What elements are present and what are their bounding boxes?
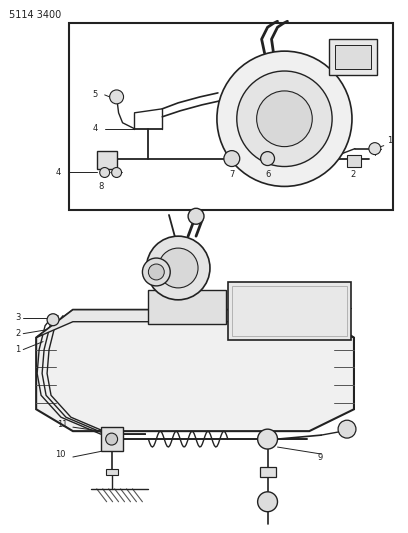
Circle shape xyxy=(237,71,332,166)
Text: 8: 8 xyxy=(98,182,103,191)
Bar xyxy=(69,23,393,211)
Polygon shape xyxy=(36,310,354,337)
Circle shape xyxy=(158,248,198,288)
Bar xyxy=(347,155,361,166)
Bar xyxy=(101,427,122,451)
Circle shape xyxy=(257,492,277,512)
Circle shape xyxy=(338,420,356,438)
Text: 5: 5 xyxy=(93,91,98,99)
Polygon shape xyxy=(36,310,354,431)
Circle shape xyxy=(110,90,124,104)
Circle shape xyxy=(100,167,110,177)
Circle shape xyxy=(142,258,170,286)
Circle shape xyxy=(257,91,312,147)
Text: 5114 3400: 5114 3400 xyxy=(9,10,62,20)
Bar xyxy=(228,282,351,340)
Circle shape xyxy=(188,208,204,224)
Bar xyxy=(232,286,347,336)
Circle shape xyxy=(261,151,275,166)
Circle shape xyxy=(47,314,59,326)
Bar xyxy=(97,151,117,168)
Text: 1: 1 xyxy=(387,136,392,145)
Text: 1: 1 xyxy=(15,345,20,354)
Circle shape xyxy=(149,264,164,280)
Text: 3: 3 xyxy=(15,313,21,322)
Circle shape xyxy=(106,433,118,445)
Text: 10: 10 xyxy=(55,449,66,458)
Bar xyxy=(329,39,377,75)
Text: 9: 9 xyxy=(317,453,322,462)
Text: 2: 2 xyxy=(15,329,20,338)
Text: 6: 6 xyxy=(265,170,270,179)
Circle shape xyxy=(217,51,352,187)
Circle shape xyxy=(146,236,210,300)
Circle shape xyxy=(224,151,240,166)
Text: 11: 11 xyxy=(57,419,67,429)
Bar xyxy=(259,467,275,477)
Text: 7: 7 xyxy=(229,170,235,179)
Bar xyxy=(335,45,371,69)
Circle shape xyxy=(369,143,381,155)
Text: 4: 4 xyxy=(56,168,61,177)
Bar xyxy=(149,290,226,324)
Text: 2: 2 xyxy=(350,170,356,179)
Bar xyxy=(106,469,118,475)
Circle shape xyxy=(257,429,277,449)
Text: 4: 4 xyxy=(93,124,98,133)
Circle shape xyxy=(112,167,122,177)
